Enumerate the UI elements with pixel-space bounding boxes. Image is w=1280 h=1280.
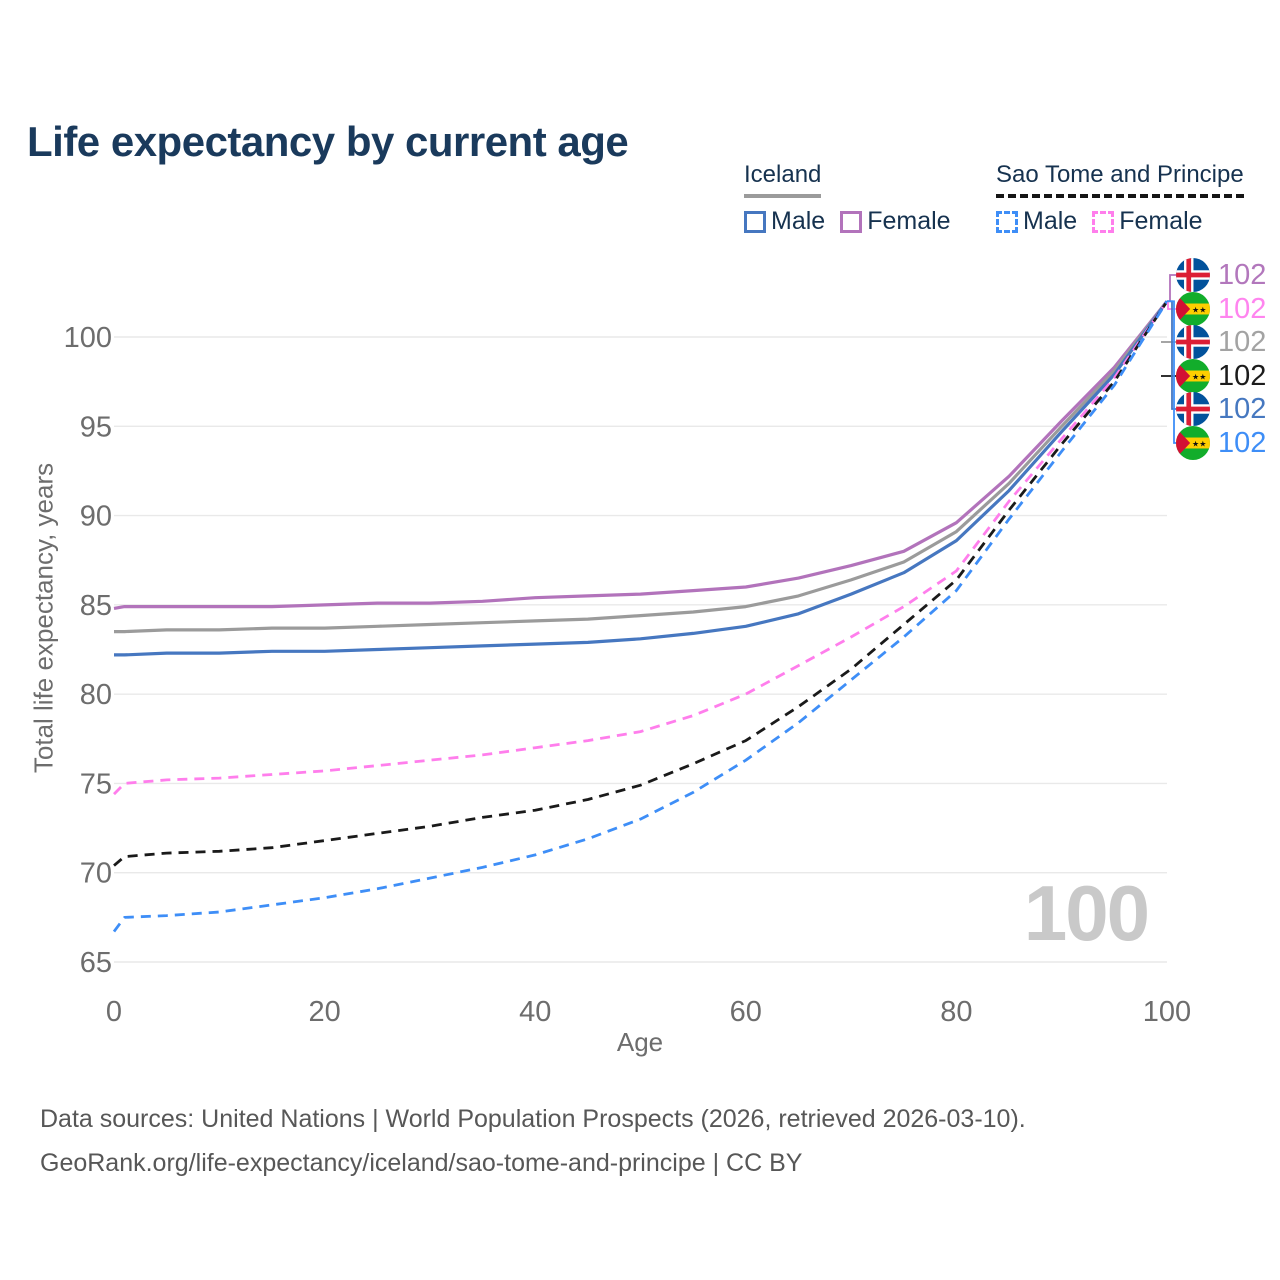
series-line-iceland-female xyxy=(113,300,1169,610)
end-value-stp-male: 102 xyxy=(1218,426,1267,459)
legend-header-iceland[interactable]: Iceland xyxy=(744,161,822,198)
stp-male-swatch-icon xyxy=(996,210,1018,233)
iceland-flag-icon xyxy=(1176,325,1210,359)
x-tick-label-0: 0 xyxy=(106,996,122,1028)
legend-item-label: Male xyxy=(771,207,826,235)
footer: Data sources: United Nations | World Pop… xyxy=(40,1105,1026,1193)
sao-tome-flag-icon: ★★ xyxy=(1176,292,1210,326)
y-axis-title: Total life expectancy, years xyxy=(28,462,59,774)
end-value-iceland-both: 102 xyxy=(1218,325,1267,358)
series-line-stp-female xyxy=(113,300,1169,796)
y-tick-label-75: 75 xyxy=(80,768,112,800)
series-line-iceland-both xyxy=(114,300,1169,634)
x-tick-label-80: 80 xyxy=(940,996,972,1028)
end-label-row-iceland-female: 102 xyxy=(1176,258,1266,292)
series-line-stp-both xyxy=(113,300,1169,867)
legend-item-iceland-female[interactable]: Female xyxy=(840,207,951,236)
end-label-connector-stp-male xyxy=(1167,300,1176,444)
end-label-connector-iceland-female xyxy=(1167,274,1176,303)
y-tick-label-95: 95 xyxy=(80,411,112,443)
y-tick-label-65: 65 xyxy=(80,947,112,979)
iceland-female-swatch-icon xyxy=(840,210,863,233)
legend-group-iceland: Iceland Male Female xyxy=(744,161,951,236)
y-tick-label-90: 90 xyxy=(80,501,112,533)
end-label-row-stp-female: ★★ 102 xyxy=(1176,292,1266,326)
legend-header-sao-tome-and-principe[interactable]: Sao Tome and Principe xyxy=(996,161,1244,198)
legend-item-stp-male[interactable]: Male xyxy=(996,207,1077,236)
y-tick-label-80: 80 xyxy=(80,679,112,711)
end-label-row-iceland-male: 102 xyxy=(1176,392,1266,426)
end-value-stp-female: 102 xyxy=(1218,292,1267,325)
y-tick-label-70: 70 xyxy=(80,858,112,890)
data-sources-line: Data sources: United Nations | World Pop… xyxy=(40,1105,1026,1133)
y-tick-label-100: 100 xyxy=(64,322,112,354)
legend-item-stp-female[interactable]: Female xyxy=(1092,207,1203,236)
page-title: Life expectancy by current age xyxy=(27,118,629,166)
legend-item-label: Female xyxy=(1119,207,1203,235)
legend-item-label: Female xyxy=(867,207,951,235)
end-label-row-stp-both: ★★ 102 xyxy=(1176,359,1266,393)
sao-tome-flag-icon: ★★ xyxy=(1176,359,1210,393)
end-value-stp-both: 102 xyxy=(1218,359,1267,392)
iceland-flag-icon xyxy=(1176,392,1210,426)
y-tick-label-85: 85 xyxy=(80,590,112,622)
end-label-row-iceland-both: 102 xyxy=(1176,325,1266,359)
x-tick-label-20: 20 xyxy=(308,996,340,1028)
series-line-iceland-male xyxy=(114,300,1169,657)
end-value-iceland-male: 102 xyxy=(1218,392,1267,425)
sao-tome-flag-icon: ★★ xyxy=(1176,426,1210,460)
svg-text:★★: ★★ xyxy=(1192,439,1206,448)
svg-text:★★: ★★ xyxy=(1192,372,1206,381)
series-line-stp-male xyxy=(112,300,1169,933)
stp-female-swatch-icon xyxy=(1092,210,1115,233)
x-tick-label-60: 60 xyxy=(730,996,762,1028)
legend-item-label: Male xyxy=(1023,207,1078,235)
x-axis-title: Age xyxy=(616,1027,664,1057)
iceland-flag-icon xyxy=(1176,258,1210,292)
svg-text:★★: ★★ xyxy=(1192,305,1206,314)
age-watermark: 100 xyxy=(1023,869,1150,957)
end-label-row-stp-male: ★★ 102 xyxy=(1176,426,1266,460)
x-tick-label-40: 40 xyxy=(519,996,551,1028)
attribution-line: GeoRank.org/life-expectancy/iceland/sao-… xyxy=(40,1149,803,1177)
legend-group-sao-tome-and-principe: Sao Tome and Principe Male Female xyxy=(996,161,1244,236)
iceland-male-swatch-icon xyxy=(744,210,766,233)
end-value-iceland-female: 102 xyxy=(1218,258,1267,291)
legend-item-iceland-male[interactable]: Male xyxy=(744,207,825,236)
x-tick-label-100: 100 xyxy=(1143,996,1191,1028)
